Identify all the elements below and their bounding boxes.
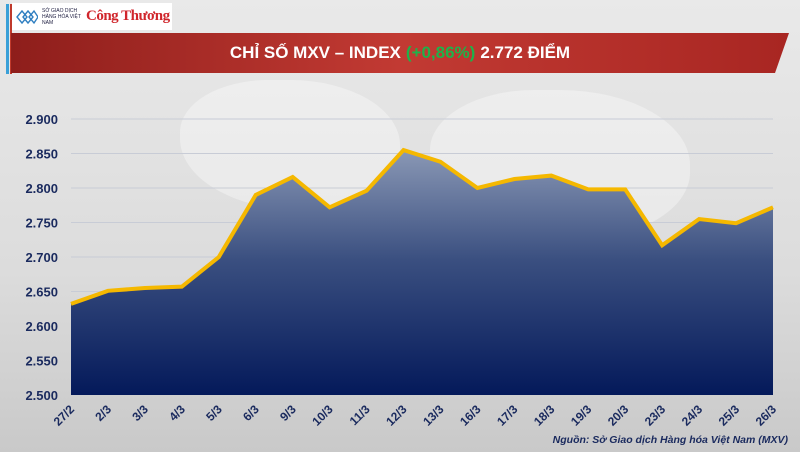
y-tick-label: 2.650 bbox=[25, 285, 58, 300]
source-note: Nguồn: Sở Giao dịch Hàng hóa Việt Nam (M… bbox=[552, 434, 788, 446]
logo: SỞ GIAO DỊCH HÀNG HÓA VIỆT NAM Công Thươ… bbox=[12, 3, 172, 30]
y-tick-label: 2.700 bbox=[25, 250, 58, 265]
y-tick-label: 2.750 bbox=[25, 216, 58, 231]
mxv-logo-text: SỞ GIAO DỊCH HÀNG HÓA VIỆT NAM bbox=[42, 7, 81, 26]
x-tick-label: 25/3 bbox=[716, 402, 743, 429]
x-tick-label: 4/3 bbox=[166, 402, 188, 424]
mxv-logo-icon bbox=[16, 9, 38, 24]
x-tick-label: 5/3 bbox=[203, 402, 225, 424]
x-tick-label: 17/3 bbox=[494, 402, 521, 429]
x-tick-label: 23/3 bbox=[642, 402, 669, 429]
x-tick-label: 6/3 bbox=[240, 402, 262, 424]
x-tick-label: 27/2 bbox=[51, 402, 78, 429]
x-tick-label: 10/3 bbox=[309, 402, 336, 429]
y-tick-label: 2.550 bbox=[25, 354, 58, 369]
x-tick-label: 13/3 bbox=[420, 402, 447, 429]
title-value: 2.772 ĐIỂM bbox=[480, 43, 571, 62]
x-tick-label: 26/3 bbox=[753, 402, 780, 429]
publisher-logo: Công Thương bbox=[86, 8, 170, 24]
x-tick-label: 11/3 bbox=[347, 402, 373, 428]
x-tick-label: 19/3 bbox=[568, 402, 595, 429]
title-banner bbox=[11, 33, 789, 73]
x-tick-label: 24/3 bbox=[679, 402, 706, 429]
series-line bbox=[70, 147, 774, 306]
x-tick-label: 2/3 bbox=[92, 402, 114, 424]
y-tick-label: 2.850 bbox=[25, 147, 58, 162]
title-change: (+0,86%) bbox=[405, 43, 476, 62]
x-tick-label: 12/3 bbox=[383, 402, 410, 429]
y-tick-label: 2.500 bbox=[25, 388, 58, 403]
x-tick-label: 20/3 bbox=[605, 402, 632, 429]
chart-title: CHỈ SỐ MXV – INDEX (+0,86%) 2.772 ĐIỂM bbox=[0, 33, 800, 73]
area-fill bbox=[71, 150, 773, 395]
y-tick-label: 2.800 bbox=[25, 181, 58, 196]
y-tick-label: 2.600 bbox=[25, 319, 58, 334]
title-prefix: CHỈ SỐ MXV – INDEX bbox=[229, 43, 401, 62]
x-tick-label: 18/3 bbox=[531, 402, 558, 429]
x-tick-label: 9/3 bbox=[277, 402, 299, 424]
x-tick-label: 16/3 bbox=[457, 402, 484, 429]
accent-bar bbox=[6, 4, 9, 74]
y-tick-label: 2.900 bbox=[25, 112, 58, 127]
x-tick-label: 3/3 bbox=[129, 402, 151, 424]
